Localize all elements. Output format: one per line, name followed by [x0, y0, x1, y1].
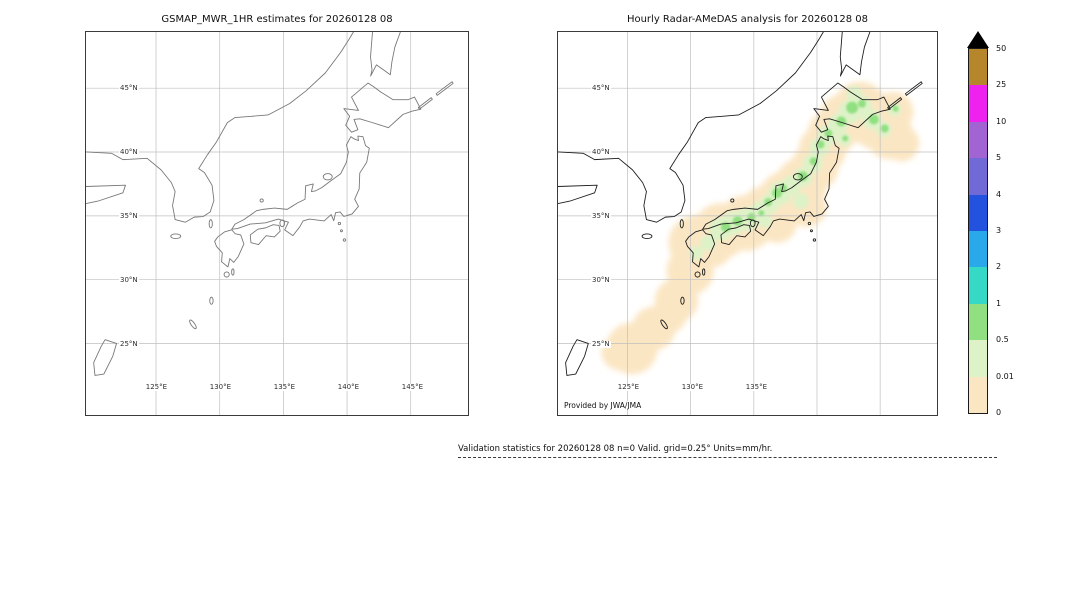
precip-blob [732, 216, 743, 226]
colorbar-segment [969, 85, 987, 122]
precip-blob [700, 234, 716, 251]
precip-blob [868, 114, 879, 125]
colorbar-tick-label: 25 [996, 80, 1007, 90]
colorbar-tick-label: 50 [996, 44, 1007, 53]
lon-tick-label: 130°E [208, 383, 233, 391]
lon-tick-label: 125°E [144, 383, 169, 391]
precip-level-0.5-1 [720, 99, 899, 232]
lat-tick-label: 45°N [591, 83, 611, 92]
colorbar-segment [969, 303, 987, 341]
precip-blob [779, 184, 787, 193]
precip-blob [858, 99, 866, 108]
lon-tick-label: 135°E [272, 383, 297, 391]
colorbar-segment [969, 194, 987, 231]
lon-tick-label: 145°E [400, 383, 425, 391]
right-map-title: Hourly Radar-AMeDAS analysis for 2026012… [626, 14, 869, 25]
precipitation-shading [601, 81, 920, 375]
lat-tick-label: 25°N [591, 340, 611, 349]
precip-blob [836, 116, 847, 127]
dashed-separator [458, 457, 997, 458]
precip-blob [772, 188, 783, 199]
colorbar-segment [969, 231, 987, 268]
colorbar-tick-label: 0 [996, 408, 1002, 417]
map-panel-gsmap: 45°N 40°N 35°N 30°N 25°N 125°E 130°E 135°E 140°E… [85, 31, 469, 416]
data-credit: Provided by JWA/JMA [562, 401, 644, 410]
colorbar-tick-label: 10 [996, 116, 1007, 126]
coastline-left [86, 32, 454, 376]
colorbar-tick-label: 1 [996, 298, 1002, 308]
lat-tick-label: 25°N [119, 340, 139, 349]
lon-tick-label: 125°E [616, 383, 641, 391]
precip-blob [892, 105, 899, 112]
lat-tick-label: 30°N [119, 276, 139, 284]
precip-blob [792, 193, 809, 210]
colorbar-overflow-triangle [967, 31, 989, 48]
graticule-left [86, 32, 468, 415]
map-canvas-right [558, 32, 937, 415]
lat-tick-label: 35°N [119, 211, 139, 220]
colorbar-segment [969, 49, 987, 86]
map-canvas-left [86, 32, 468, 415]
lon-tick-label: 130°E [680, 383, 705, 391]
lat-tick-label: 30°N [591, 276, 611, 284]
lon-tick-label: 135°E [744, 383, 769, 391]
lat-tick-label: 35°N [591, 211, 611, 220]
left-map-title: GSMAP_MWR_1HR estimates for 20260128 08 [161, 14, 393, 25]
precip-blob [758, 214, 773, 228]
precip-blob [846, 85, 862, 102]
colorbar-segment [969, 121, 987, 159]
colorbar-tick-label: 4 [996, 189, 1002, 199]
lat-tick-label: 45°N [119, 83, 139, 92]
colorbar-tick-label: 2 [996, 262, 1002, 272]
precip-blob [883, 125, 920, 162]
precip-blob [689, 245, 704, 260]
lat-tick-label: 40°N [119, 147, 139, 156]
precip-level-0.01-0.5 [689, 85, 902, 260]
colorbar-segment [969, 340, 987, 377]
precip-blob [846, 101, 859, 114]
precip-blob [824, 129, 833, 138]
colorbar: 50 25 10 5 4 3 2 1 0.5 0.01 0 [966, 31, 1036, 417]
precip-blob [758, 210, 765, 217]
colorbar-tick-label: 0.01 [996, 371, 1014, 381]
colorbar-segment [969, 267, 987, 304]
validation-stats-text: Validation statistics for 20260128 08 n=… [458, 444, 773, 454]
lon-tick-label: 140°E [336, 383, 361, 391]
map-panel-radar-amedas: Provided by JWA/JMA 45°N 40°N 35°N 30°N 25°N… [557, 31, 938, 416]
lat-tick-label: 40°N [591, 147, 611, 156]
colorbar-tick-label: 5 [996, 153, 1002, 163]
precip-blob [842, 135, 849, 142]
precip-blob [880, 124, 889, 133]
colorbar-tick-label: 0.5 [996, 335, 1009, 345]
precip-blob [816, 140, 825, 149]
colorbar-bar [968, 48, 988, 414]
colorbar-segment [969, 376, 987, 413]
colorbar-segment [969, 158, 987, 195]
colorbar-tick-label: 3 [996, 226, 1002, 235]
